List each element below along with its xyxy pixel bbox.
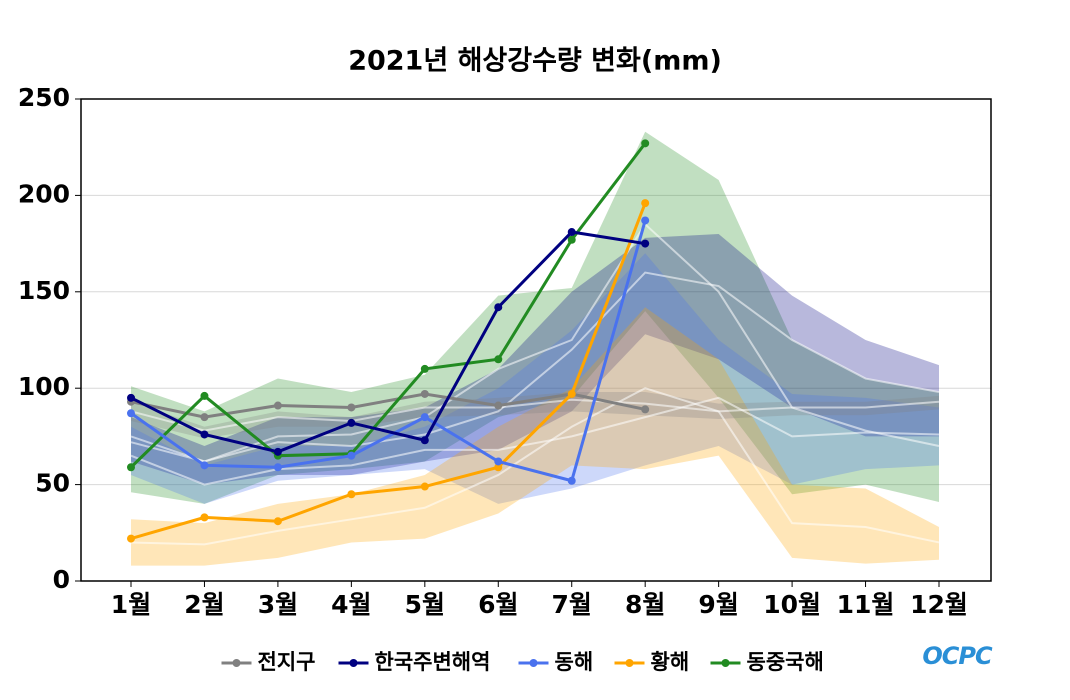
series-line: [129, 142, 647, 469]
mean-line: [130, 222, 940, 463]
mean-line: [130, 396, 940, 486]
point: [347, 418, 356, 427]
x-tick-label: 5월: [405, 590, 445, 619]
series-line: [130, 202, 647, 541]
point: [567, 476, 576, 485]
legend-label: 동중국해: [747, 650, 824, 674]
range-band: [131, 233, 939, 485]
point: [127, 463, 135, 472]
point: [420, 364, 429, 373]
legend-marker: [529, 659, 538, 667]
plot-frame: [80, 98, 992, 582]
point: [127, 534, 135, 543]
logo: OCPC: [922, 642, 993, 670]
x-tick-label: 9월: [698, 590, 738, 619]
point: [200, 461, 209, 470]
range-band: [131, 392, 939, 439]
x-tick-label: 4월: [331, 590, 371, 619]
point: [273, 517, 282, 526]
x-tick-label: 1월: [111, 590, 151, 619]
chart-title: 2021년 해상강수량 변화(mm): [348, 46, 722, 77]
point: [494, 303, 503, 312]
legend-marker: [721, 659, 730, 667]
series-line: [130, 220, 647, 483]
point: [347, 403, 356, 412]
y-tick-label: 50: [35, 469, 70, 498]
y-tick-label: 250: [18, 83, 70, 112]
point: [200, 413, 209, 422]
legend-label: 동해: [555, 650, 594, 674]
point: [127, 409, 135, 418]
y-tick-label: 0: [53, 565, 70, 594]
y-tick-label: 100: [18, 372, 70, 401]
x-tick-label: 8월: [625, 590, 665, 619]
legend-label: 황해: [651, 650, 690, 674]
point: [127, 393, 135, 402]
point: [641, 405, 650, 414]
x-tick-label: 3월: [258, 590, 298, 619]
legend-label: 한국주변해역: [375, 650, 491, 674]
series-lines: [127, 139, 650, 543]
point: [273, 463, 282, 472]
x-tick-label: 11월: [837, 590, 895, 619]
mean-line: [130, 387, 940, 546]
x-tick-label: 10월: [763, 590, 821, 619]
point: [347, 451, 356, 460]
y-tick-label: 200: [18, 179, 70, 208]
x-tick-label: 7월: [552, 590, 592, 619]
point: [494, 463, 503, 472]
point: [641, 139, 650, 148]
point: [641, 216, 650, 225]
x-tick-label: 12월: [910, 590, 968, 619]
legend-marker: [625, 659, 634, 667]
legend-marker: [232, 659, 241, 667]
x-tick-label: 6월: [478, 590, 518, 619]
series-line: [130, 230, 646, 454]
point: [494, 355, 503, 364]
point: [420, 389, 429, 398]
point: [641, 199, 650, 208]
mean-lines: [130, 222, 940, 546]
point: [420, 413, 429, 422]
point: [200, 391, 209, 400]
point: [200, 430, 209, 439]
point: [273, 447, 282, 456]
mean-line: [130, 398, 940, 432]
point: [347, 490, 356, 499]
point: [420, 436, 429, 445]
point: [567, 389, 576, 398]
y-tick-label: 150: [18, 276, 70, 305]
point: [494, 401, 503, 410]
legend-marker: [349, 659, 358, 667]
bands: [131, 131, 939, 566]
point: [567, 235, 576, 244]
point: [567, 228, 576, 237]
legend-label: 전지구: [258, 650, 316, 674]
series-line: [130, 392, 646, 419]
point: [641, 239, 650, 248]
point: [200, 513, 209, 522]
point: [273, 401, 282, 410]
point: [494, 457, 503, 466]
point: [420, 482, 429, 491]
range-band: [131, 253, 939, 504]
x-tick-label: 2월: [184, 590, 224, 619]
